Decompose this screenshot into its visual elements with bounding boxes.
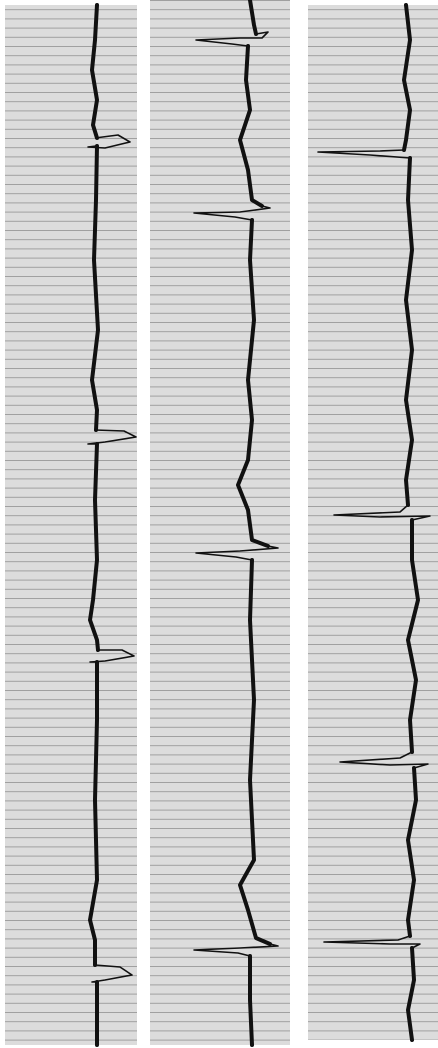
- strip-paper: [150, 0, 290, 1045]
- ecg-trace: [402, 3, 420, 1042]
- ecg-complex: [317, 149, 431, 949]
- strip-paper: [308, 5, 438, 1040]
- ecg-trace: [236, 0, 272, 1047]
- strip: [5, 3, 137, 1047]
- ecg-complex: [193, 31, 279, 957]
- strip-paper: [5, 5, 137, 1045]
- ecg-trace: [88, 3, 100, 1047]
- strip: [150, 0, 290, 1047]
- strip: [308, 3, 438, 1042]
- ecg-complex: [87, 134, 137, 983]
